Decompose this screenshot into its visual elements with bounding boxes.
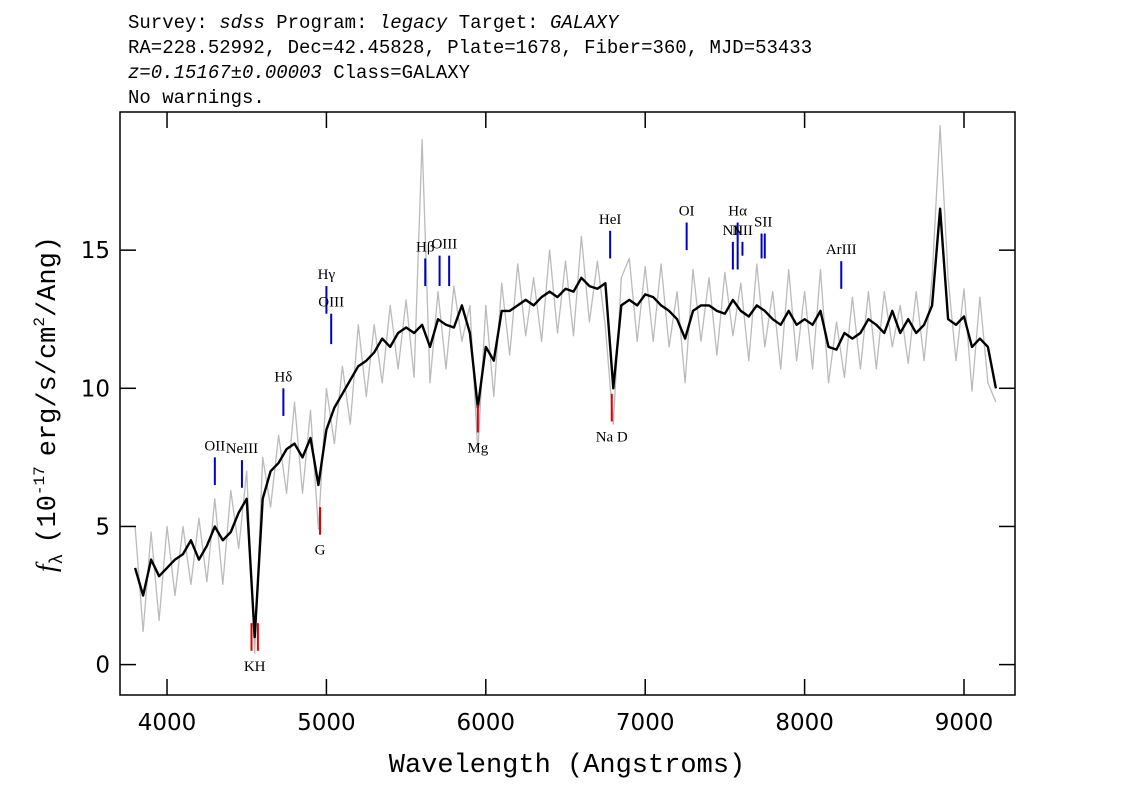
header-text: GALAXY <box>550 12 620 34</box>
line-marker-label: OII <box>204 438 225 454</box>
line-marker-label: NII <box>732 223 753 239</box>
header-text: sdss <box>219 12 265 34</box>
header-line-2: RA=228.52992, Dec=42.45828, Plate=1678, … <box>128 37 812 59</box>
header-text: z=0.15167±0.00003 <box>128 62 322 84</box>
y-tick-label: 10 <box>81 376 110 402</box>
y-label-part: /Ang) <box>34 236 64 317</box>
y-tick-label: 5 <box>95 514 110 540</box>
x-tick-label: 7000 <box>616 710 675 736</box>
spectrum-line <box>134 125 997 655</box>
header-text: Target: <box>459 12 539 34</box>
y-axis-label: fλ (10-17 erg/s/cm2/Ang) <box>31 236 68 572</box>
header-text: Survey: <box>128 12 208 34</box>
line-marker-label: OI <box>679 204 695 220</box>
x-tick-label: 5000 <box>297 710 356 736</box>
y-tick-label: 15 <box>81 238 110 264</box>
x-tick-label: 9000 <box>935 710 994 736</box>
y-label-part: (10 <box>34 495 64 544</box>
header-text: Program: <box>276 12 367 34</box>
plot-area: OII NeIIIHδHγOIIIHβOIIIHeIOINIIHαNIISIIAr… <box>81 111 1016 736</box>
line-marker-label: Hγ <box>318 267 336 283</box>
line-marker-label: Hβ <box>416 239 434 255</box>
line-marker-label: Mg <box>467 441 488 457</box>
plot-frame <box>119 111 1016 696</box>
line-marker-label: HeI <box>599 212 622 228</box>
y-tick-label: 0 <box>95 653 110 679</box>
line-marker-label: KH <box>244 659 266 675</box>
line-marker-label: G <box>315 543 326 559</box>
header-line-4: No warnings. <box>128 87 265 109</box>
x-tick-label: 4000 <box>138 710 197 736</box>
line-marker-label: ArIII <box>826 242 857 258</box>
y-label-part: erg/s/cm <box>34 327 64 457</box>
line-marker-label: Hα <box>728 204 747 220</box>
line-marker-label: SII <box>754 215 772 231</box>
header-text: legacy <box>379 12 448 34</box>
line-marker-label: Hδ <box>274 369 292 385</box>
x-tick-label: 8000 <box>775 710 834 736</box>
line-marker-label: OIII <box>318 295 344 311</box>
header-line-1: Survey: sdss Program: legacy Target: GAL… <box>128 12 620 34</box>
y-label-part: f <box>31 561 61 572</box>
line-marker-label: NeIII <box>226 441 258 457</box>
spectrum-line <box>133 207 998 639</box>
line-marker-label: OIII <box>431 237 457 253</box>
line-marker-label: Na D <box>596 429 628 445</box>
y-label-part: λ <box>48 554 68 565</box>
header-text: Class=GALAXY <box>333 62 470 84</box>
x-tick-label: 6000 <box>457 710 516 736</box>
x-axis-label: Wavelength (Angstroms) <box>389 751 745 781</box>
y-label-part: 2 <box>31 317 49 327</box>
header-line-3: z=0.15167±0.00003 Class=GALAXY <box>128 62 471 84</box>
y-label-part: -17 <box>31 466 49 495</box>
